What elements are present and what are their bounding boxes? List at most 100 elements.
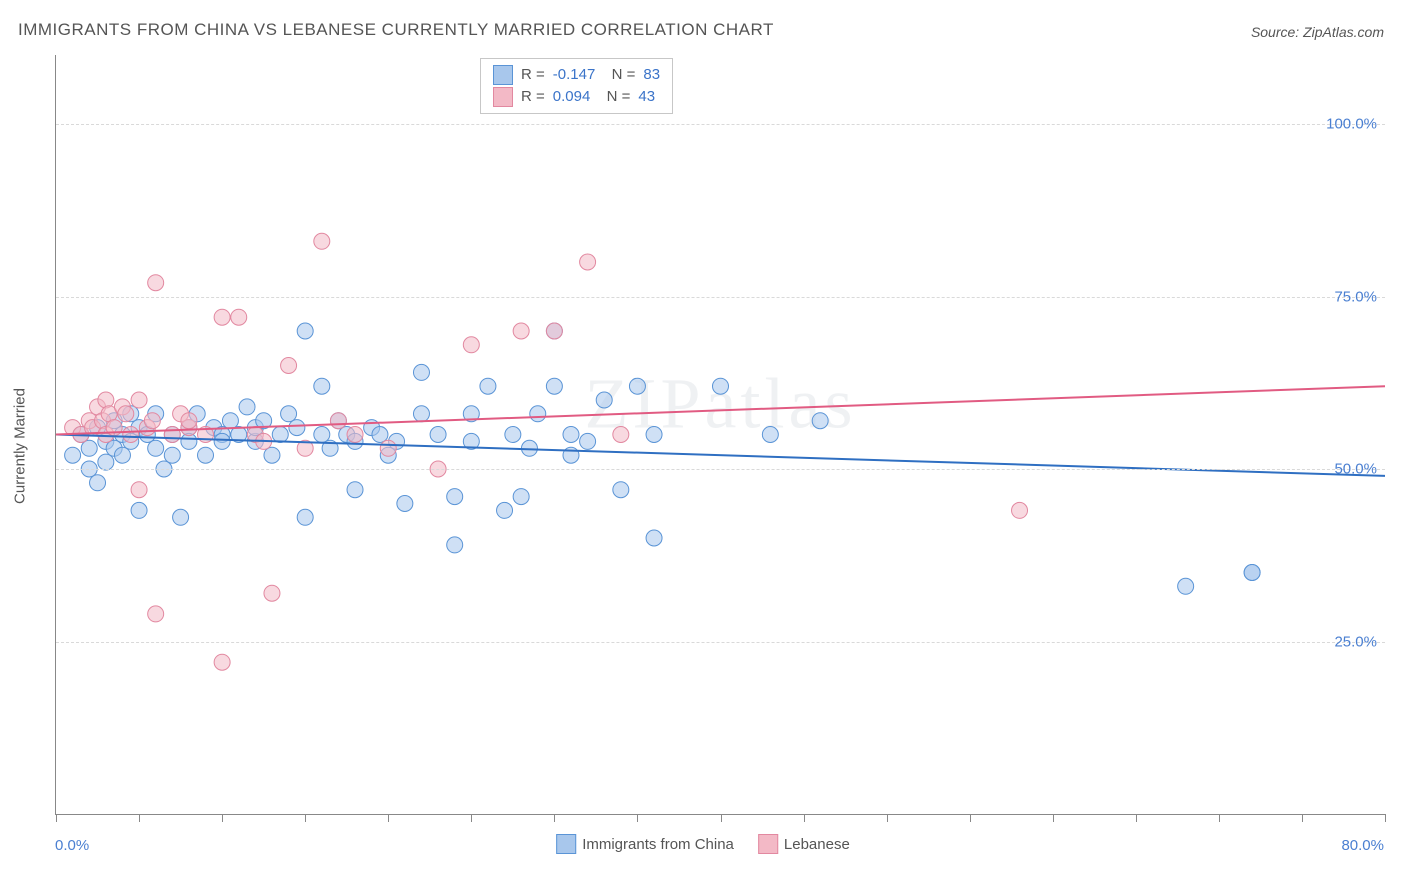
stat-n-value: 83 [643,64,660,86]
data-point [330,413,346,429]
data-point [214,309,230,325]
data-point [1012,502,1028,518]
data-point [214,433,230,449]
data-point [118,406,134,422]
data-point [596,392,612,408]
chart-svg [56,55,1385,814]
y-tick-label: 100.0% [1326,116,1377,133]
data-point [380,440,396,456]
x-tick [305,814,306,822]
data-point [447,537,463,553]
data-point [563,427,579,443]
data-point [281,406,297,422]
data-point [98,392,114,408]
x-tick [1302,814,1303,822]
data-point [397,496,413,512]
data-point [164,447,180,463]
data-point [144,413,160,429]
data-point [1178,578,1194,594]
x-tick [56,814,57,822]
data-point [297,509,313,525]
stat-n-label: N = [598,86,630,108]
data-point [264,585,280,601]
data-point [131,392,147,408]
data-point [272,427,288,443]
data-point [646,530,662,546]
data-point [314,427,330,443]
data-point [314,378,330,394]
x-tick [804,814,805,822]
legend-swatch [758,834,778,854]
data-point [580,433,596,449]
stats-legend-row: R = 0.094 N = 43 [493,86,660,108]
x-tick [139,814,140,822]
data-point [713,378,729,394]
source-label: Source: ZipAtlas.com [1251,24,1384,40]
data-point [264,447,280,463]
data-point [148,275,164,291]
stat-r-label: R = [521,86,545,108]
x-tick [887,814,888,822]
data-point [148,606,164,622]
plot-area: ZIPatlas 25.0%50.0%75.0%100.0% [55,55,1385,815]
data-point [613,482,629,498]
gridline [56,642,1385,643]
data-point [314,233,330,249]
data-point [81,440,97,456]
data-point [131,502,147,518]
x-tick [471,814,472,822]
chart-container: IMMIGRANTS FROM CHINA VS LEBANESE CURREN… [0,0,1406,892]
series-legend: Immigrants from China Lebanese [556,834,850,854]
x-tick [721,814,722,822]
legend-swatch [493,87,513,107]
data-point [114,447,130,463]
data-point [173,509,189,525]
data-point [629,378,645,394]
data-point [546,323,562,339]
legend-swatch [493,65,513,85]
data-point [131,482,147,498]
data-point [164,427,180,443]
data-point [580,254,596,270]
legend-swatch [556,834,576,854]
x-axis-min-label: 0.0% [55,837,89,854]
data-point [98,454,114,470]
x-tick [1385,814,1386,822]
data-point [65,447,81,463]
x-axis-max-label: 80.0% [1341,837,1384,854]
chart-title: IMMIGRANTS FROM CHINA VS LEBANESE CURREN… [18,20,774,40]
legend-item: Immigrants from China [556,834,734,854]
gridline [56,124,1385,125]
y-tick-label: 50.0% [1334,461,1377,478]
data-point [546,378,562,394]
x-tick [970,814,971,822]
data-point [497,502,513,518]
y-axis-label: Currently Married [12,388,29,504]
x-tick [222,814,223,822]
x-tick [1053,814,1054,822]
gridline [56,297,1385,298]
data-point [281,358,297,374]
data-point [372,427,388,443]
data-point [430,427,446,443]
data-point [530,406,546,422]
legend-item: Lebanese [758,834,850,854]
data-point [90,475,106,491]
stat-n-value: 43 [638,86,655,108]
data-point [198,447,214,463]
data-point [646,427,662,443]
data-point [413,406,429,422]
data-point [447,489,463,505]
stat-r-label: R = [521,64,545,86]
data-point [181,413,197,429]
stats-legend: R = -0.147 N = 83R = 0.094 N = 43 [480,58,673,114]
legend-label: Lebanese [784,836,850,853]
data-point [812,413,828,429]
gridline [56,469,1385,470]
data-point [762,427,778,443]
data-point [148,440,164,456]
x-tick [637,814,638,822]
stats-legend-row: R = -0.147 N = 83 [493,64,660,86]
stat-n-label: N = [603,64,635,86]
data-point [231,309,247,325]
